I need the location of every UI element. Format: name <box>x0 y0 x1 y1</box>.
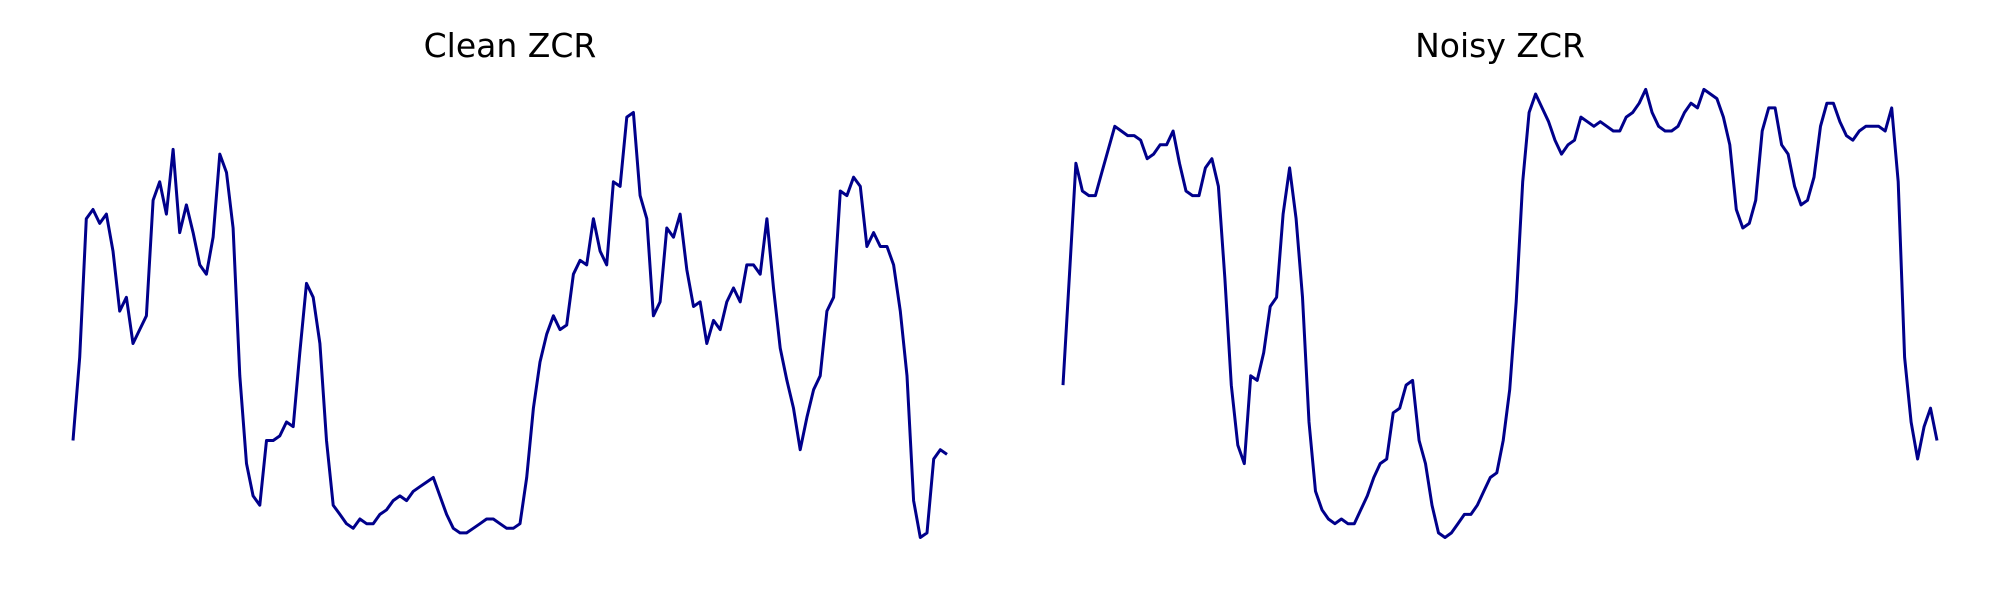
series-line-1-0 <box>1061 87 1939 539</box>
panel-clean-zcr: Clean ZCR <box>71 26 948 539</box>
chart-title-noisy: Noisy ZCR <box>1415 26 1585 65</box>
series-line-0-0 <box>71 111 948 539</box>
panel-noisy-zcr: Noisy ZCR <box>1061 26 1939 539</box>
noisy-zcr-series <box>1061 87 1939 539</box>
chart-title-clean: Clean ZCR <box>424 26 597 65</box>
clean-zcr-series <box>71 111 948 539</box>
